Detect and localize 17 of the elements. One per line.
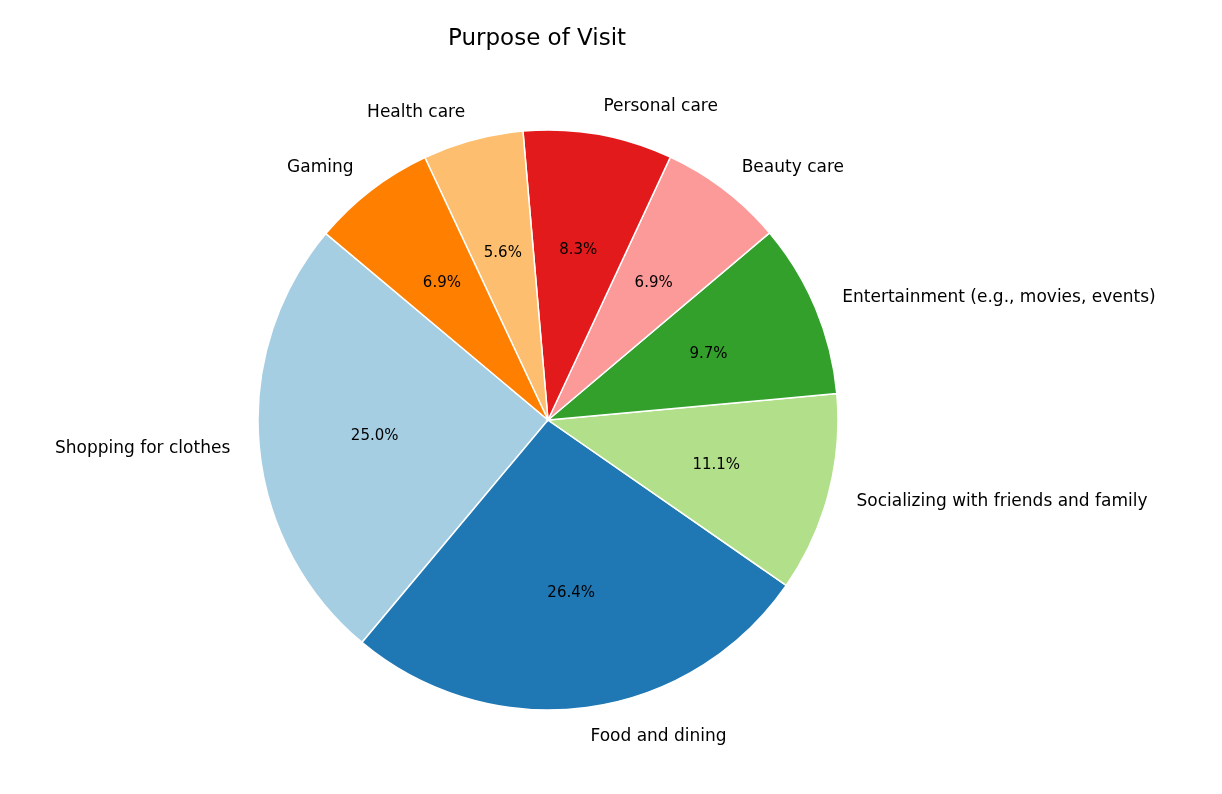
slice-label: Socializing with friends and family <box>856 490 1148 511</box>
data-label: 11.1% <box>692 455 741 474</box>
data-label: 26.4% <box>547 583 596 602</box>
chart-title: Purpose of Visit <box>448 24 627 50</box>
slice-label: Shopping for clothes <box>54 437 231 458</box>
data-label: 5.6% <box>483 242 522 261</box>
slice-label: Health care <box>367 100 466 121</box>
data-label: 6.9% <box>634 272 673 291</box>
slice-label: Food and dining <box>590 725 727 746</box>
slice-label: Entertainment (e.g., movies, events) <box>842 285 1156 306</box>
data-label: 8.3% <box>559 239 598 258</box>
data-label: 6.9% <box>422 273 461 292</box>
data-label: 25.0% <box>350 426 399 445</box>
slice-label: Gaming <box>287 156 354 177</box>
data-label: 9.7% <box>689 343 728 362</box>
slice-label: Beauty care <box>741 155 844 176</box>
slice-label: Personal care <box>603 94 718 115</box>
